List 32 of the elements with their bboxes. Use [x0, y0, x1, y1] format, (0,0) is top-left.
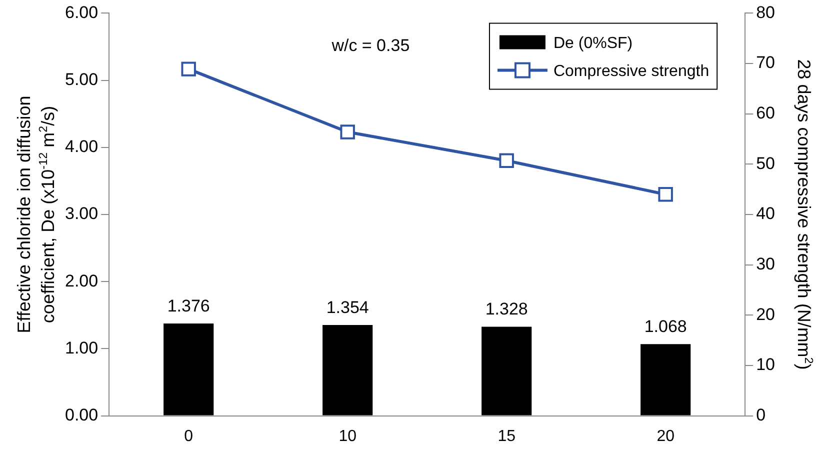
x-tick-label: 10 — [338, 428, 357, 445]
point — [340, 124, 355, 140]
data-label: 1.376 — [167, 296, 210, 316]
data-label: 1.354 — [326, 298, 369, 317]
y2-tick-label: 0 — [756, 405, 766, 424]
x-tick-label: 20 — [656, 428, 675, 445]
x-tick-label: 0 — [184, 428, 194, 445]
point — [181, 62, 196, 76]
y2-tick-label: 40 — [756, 204, 776, 224]
y-tick-label: 2.00 — [64, 271, 98, 290]
y2-tick-label: 70 — [756, 53, 776, 72]
x-tick-label: 15 — [498, 428, 516, 445]
data-label: 1.328 — [485, 300, 528, 319]
y2-tick-label: 80 — [756, 2, 776, 22]
y2-tick-label: 10 — [756, 355, 776, 374]
point — [499, 153, 514, 168]
y-tick-label: 4.00 — [64, 137, 98, 156]
legend-label: De (0%SF) — [553, 35, 633, 52]
y-tick-label: 1.00 — [64, 338, 98, 358]
y2-tick-label: 20 — [756, 304, 776, 324]
y2-tick-label: 60 — [756, 104, 776, 123]
y-tick-label: 5.00 — [64, 70, 98, 89]
y-tick-label: 0.00 — [64, 405, 98, 424]
y2-tick-label: 50 — [756, 154, 776, 173]
data-label: 1.068 — [644, 317, 687, 336]
point — [658, 187, 673, 202]
y2-tick-label: 30 — [756, 254, 776, 274]
annotation: w/c = 0.35 — [330, 36, 410, 56]
y-tick-label: 6.00 — [64, 2, 98, 22]
y2-axis-title: 28 days compressive strength (N/mm2) — [794, 59, 816, 370]
legend-label: Compressive strength — [553, 63, 710, 80]
y-tick-label: 3.00 — [64, 204, 98, 224]
